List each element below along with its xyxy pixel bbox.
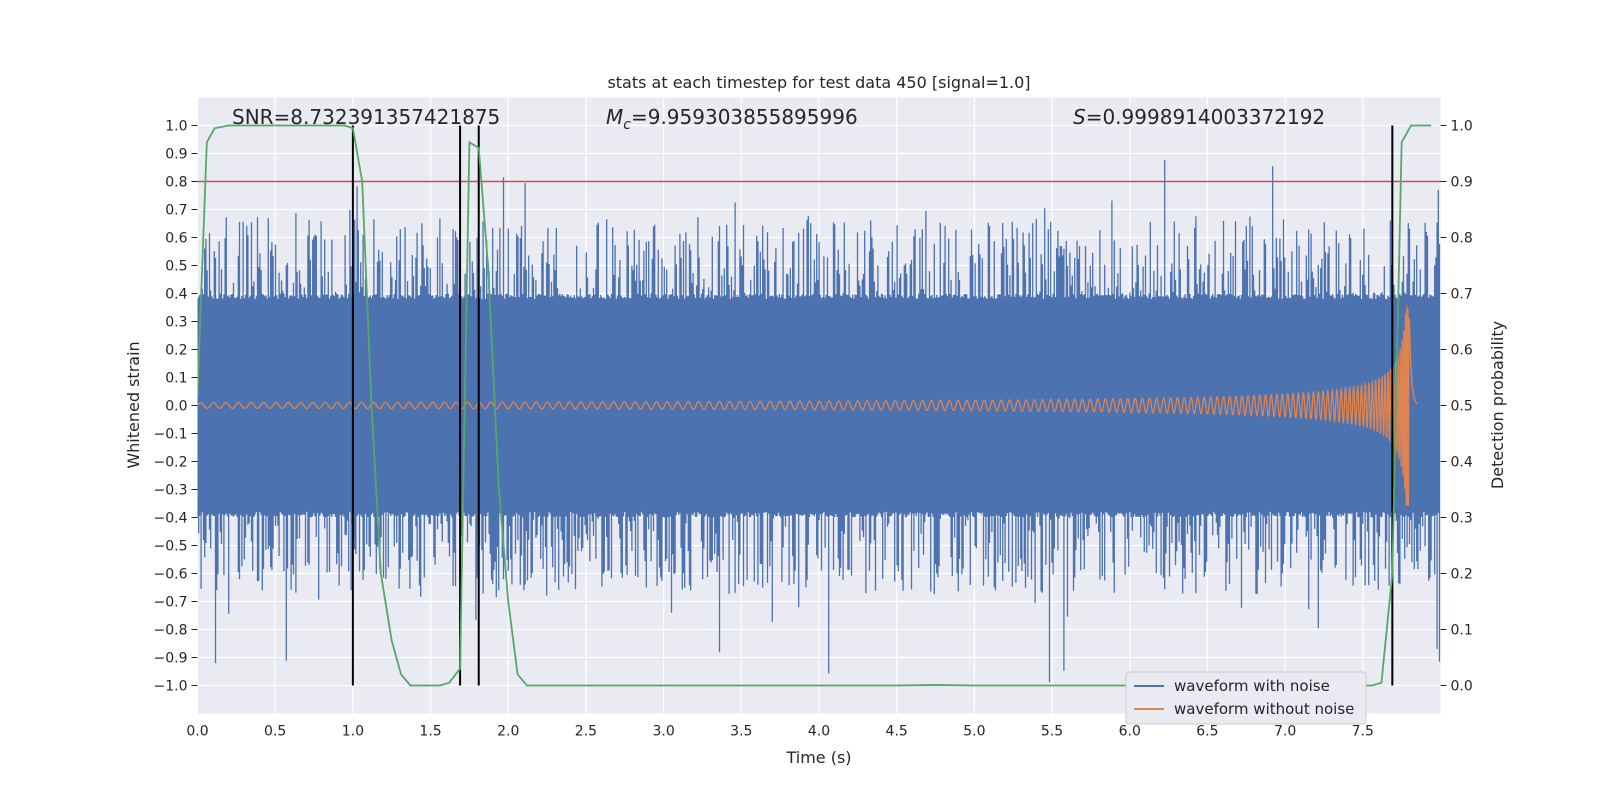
y-left-tick-label: 0.6 [165, 231, 187, 247]
x-tick-label: 4.0 [808, 724, 830, 740]
x-tick-label: 7.5 [1352, 724, 1374, 740]
y-left-tick-label: 0.7 [165, 203, 187, 219]
vertical-markers [351, 125, 1394, 686]
s-annotation: S=0.9998914003372192 [1073, 105, 1325, 129]
legend-label-clean: waveform without noise [1174, 700, 1354, 718]
snr-annotation: SNR=8.732391357421875 [232, 105, 500, 129]
y-left-tick-label: −1.0 [154, 679, 188, 695]
y-left-tick-label: −0.3 [154, 483, 188, 499]
x-tick-label: 7.0 [1274, 724, 1296, 740]
y-right-tick-label: 0.7 [1451, 287, 1473, 303]
legend-label-noise: waveform with noise [1174, 677, 1330, 695]
y-left-tick-label: 1.0 [165, 119, 187, 135]
y-right-tick-label: 0.9 [1451, 175, 1473, 191]
y-right-tick-label: 0.0 [1451, 679, 1473, 695]
y-left-tick-label: 0.8 [165, 175, 187, 191]
y-left-tick-label: 0.5 [165, 259, 187, 275]
y-axis-label-right: Detection probability [1488, 321, 1507, 489]
y-right-tick-label: 0.6 [1451, 343, 1473, 359]
y-right-tick-label: 0.8 [1451, 231, 1473, 247]
x-tick-label: 5.0 [963, 724, 985, 740]
y-left-tick-label: −0.9 [154, 651, 188, 667]
legend-box [1125, 671, 1367, 725]
x-tick-label: 4.5 [886, 724, 908, 740]
y-left-tick-label: 0.1 [165, 371, 187, 387]
chirp-mass-annotation: Mc=9.959303855895996 [606, 105, 858, 133]
y-left-tick-label: 0.9 [165, 147, 187, 163]
y-right-tick-label: 1.0 [1451, 119, 1473, 135]
y-left-tick-label: −0.7 [154, 595, 188, 611]
y-left-tick-label: −0.1 [154, 427, 188, 443]
x-tick-label: 6.0 [1119, 724, 1141, 740]
series-waveform-without-noise [197, 305, 1418, 506]
y-axis-label-left: Whitened strain [124, 341, 143, 468]
y-left-tick-label: −0.5 [154, 539, 188, 555]
x-tick-label: 3.5 [730, 724, 752, 740]
y-left-tick-label: 0.0 [165, 399, 187, 415]
legend: waveform with noise waveform without noi… [1125, 671, 1367, 725]
x-tick-label: 3.0 [652, 724, 674, 740]
x-tick-label: 2.0 [497, 724, 519, 740]
y-right-tick-label: 0.5 [1451, 399, 1473, 415]
y-left-tick-label: 0.4 [165, 287, 187, 303]
axis-ticks: 0.0 0.5 1.0 1.5 2.0 2.5 3.0 3.5 4.0 4.5 5.0 5.5 6.0 6… [154, 119, 1473, 740]
x-axis-label: Time (s) [785, 748, 851, 767]
x-tick-label: 1.5 [419, 724, 441, 740]
chart-title: stats at each timestep for test data 450… [607, 73, 1030, 92]
y-right-tick-label: 0.3 [1451, 511, 1473, 527]
y-left-tick-label: −0.6 [154, 567, 188, 583]
y-left-tick-label: 0.2 [165, 343, 187, 359]
x-tick-label: 5.5 [1041, 724, 1063, 740]
x-tick-label: 6.5 [1196, 724, 1218, 740]
y-right-tick-label: 0.4 [1451, 455, 1473, 471]
y-left-tick-label: −0.4 [154, 511, 188, 527]
y-right-tick-label: 0.1 [1451, 623, 1473, 639]
y-right-tick-label: 0.2 [1451, 567, 1473, 583]
x-tick-label: 1.0 [342, 724, 364, 740]
y-left-tick-label: −0.2 [154, 455, 188, 471]
y-left-tick-label: −0.8 [154, 623, 188, 639]
x-tick-label: 0.5 [264, 724, 286, 740]
x-tick-label: 0.0 [186, 724, 208, 740]
y-left-tick-label: 0.3 [165, 315, 187, 331]
clean-trace [197, 305, 1418, 506]
x-tick-label: 2.5 [575, 724, 597, 740]
